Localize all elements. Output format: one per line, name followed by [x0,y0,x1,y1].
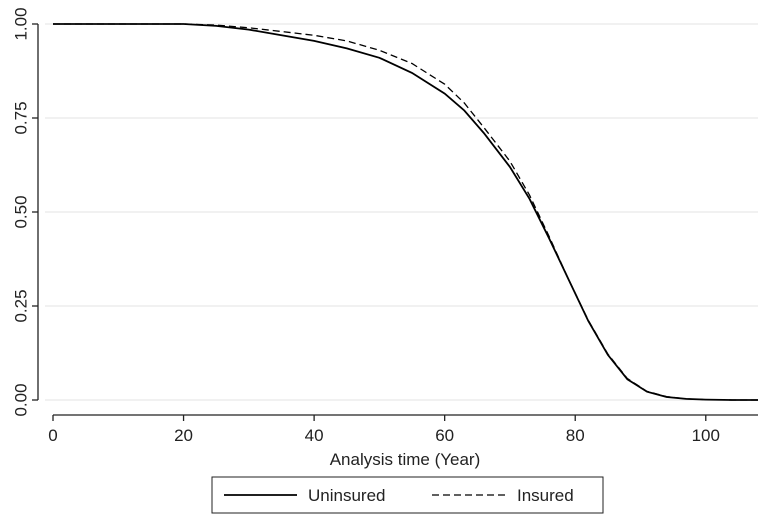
x-tick-label: 100 [692,426,720,445]
x-tick-label: 0 [48,426,57,445]
x-axis-title: Analysis time (Year) [330,450,481,469]
legend: Uninsured Insured [211,476,604,514]
tick-labels: 0.00 0.25 0.50 0.75 1.00 0 20 40 60 80 100 [11,7,719,445]
x-tick-label: 60 [435,426,454,445]
y-tick-label: 0.75 [11,101,30,134]
y-tick-label: 0.25 [11,289,30,322]
x-tick-label: 40 [305,426,324,445]
x-tick-label: 20 [174,426,193,445]
series-line-insured [53,23,758,401]
x-tick-label: 80 [566,426,585,445]
y-tick-label: 0.50 [11,195,30,228]
y-tick-label: 0.00 [11,383,30,416]
axes [32,23,758,421]
y-tick-label: 1.00 [11,7,30,40]
legend-label-insured: Insured [517,486,574,505]
series-lines [53,23,758,401]
legend-label-uninsured: Uninsured [308,486,386,505]
gridlines [45,23,758,401]
